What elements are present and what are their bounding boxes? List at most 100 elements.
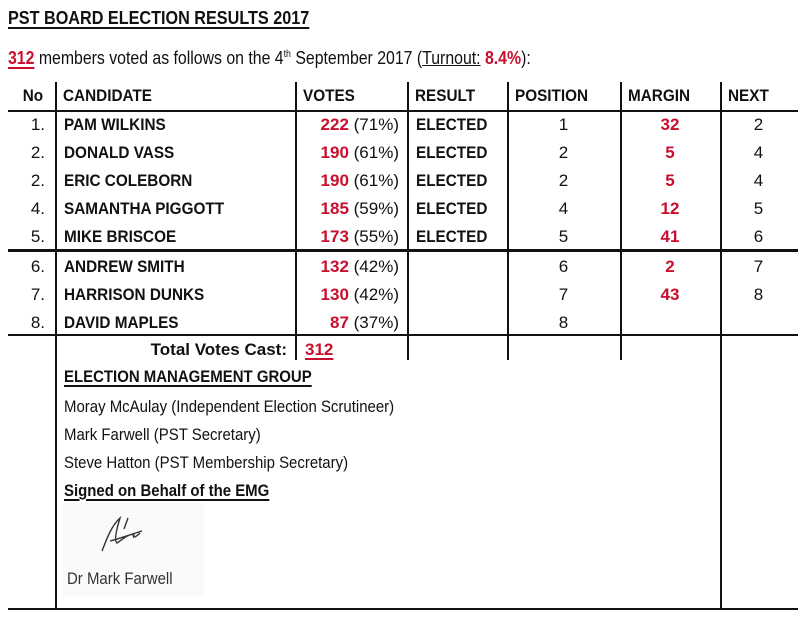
- column-divider: [720, 82, 722, 609]
- position-cell: 8: [558, 313, 569, 332]
- intro-text-date: September 2017 (: [290, 48, 423, 68]
- superscript: th: [283, 49, 291, 60]
- votes-cell: 190 (61%): [295, 171, 399, 191]
- row-number: 1.: [30, 115, 45, 134]
- row-number: 2.: [30, 171, 45, 190]
- votes-cell: 87 (37%): [295, 313, 399, 333]
- result-cell: ELECTED: [416, 143, 488, 162]
- row-divider: [8, 334, 798, 336]
- next-cell: 5: [753, 199, 764, 218]
- votes-percent: (61%): [353, 171, 399, 190]
- votes-count: 190: [320, 143, 349, 162]
- members-count: 312: [8, 48, 35, 68]
- candidate-name: DONALD VASS: [64, 143, 175, 162]
- result-cell: ELECTED: [416, 227, 488, 246]
- votes-count: 173: [320, 227, 349, 246]
- next-cell: 7: [753, 257, 764, 276]
- votes-cell: 190 (61%): [295, 143, 399, 163]
- column-divider: [295, 82, 297, 360]
- position-cell: 2: [558, 143, 569, 162]
- position-cell: 1: [558, 115, 569, 134]
- row-number: 2.: [30, 143, 45, 162]
- votes-percent: (42%): [353, 285, 399, 304]
- votes-cell: 222 (71%): [295, 115, 399, 135]
- position-cell: 6: [558, 257, 569, 276]
- next-cell: 4: [753, 143, 764, 162]
- turnout-label: Turnout:: [422, 48, 481, 68]
- votes-count: 87: [329, 313, 349, 332]
- candidate-name: MIKE BRISCOE: [64, 227, 177, 246]
- emg-heading: ELECTION MANAGEMENT GROUP: [64, 367, 312, 386]
- column-header: MARGIN: [628, 86, 691, 105]
- column-header: RESULT: [415, 86, 476, 105]
- signature-block: Dr Mark Farwell: [62, 503, 204, 596]
- margin-cell: 43: [660, 285, 680, 304]
- votes-cell: 132 (42%): [295, 257, 399, 277]
- candidate-name: SAMANTHA PIGGOTT: [64, 199, 225, 218]
- intro-text-end: ):: [521, 48, 531, 68]
- votes-percent: (59%): [353, 199, 399, 218]
- votes-count: 132: [320, 257, 349, 276]
- turnout-value: 8.4%: [484, 48, 522, 68]
- votes-percent: (61%): [353, 143, 399, 162]
- votes-cell: 130 (42%): [295, 285, 399, 305]
- candidate-name: ERIC COLEBORN: [64, 171, 193, 190]
- candidate-name: PAM WILKINS: [64, 115, 166, 134]
- emg-member: Mark Farwell (PST Secretary): [64, 425, 261, 444]
- total-value: 312: [305, 340, 334, 359]
- signature-image: [101, 515, 143, 552]
- row-divider: [8, 608, 798, 610]
- column-divider: [407, 82, 409, 360]
- position-cell: 4: [558, 199, 569, 218]
- votes-count: 222: [320, 115, 349, 134]
- column-header: CANDIDATE: [63, 86, 152, 105]
- column-divider: [55, 82, 57, 609]
- votes-count: 130: [320, 285, 349, 304]
- margin-cell: 5: [665, 143, 675, 162]
- margin-cell: 12: [660, 199, 680, 218]
- next-cell: 8: [753, 285, 764, 304]
- position-cell: 7: [558, 285, 569, 304]
- emg-member: Moray McAulay (Independent Election Scru…: [64, 397, 395, 416]
- margin-cell: 32: [660, 115, 680, 134]
- candidate-name: DAVID MAPLES: [64, 313, 179, 332]
- column-header: NEXT: [728, 86, 769, 105]
- margin-cell: 41: [660, 227, 680, 246]
- votes-percent: (55%): [353, 227, 399, 246]
- row-number: 8.: [30, 313, 45, 332]
- intro-text: members voted as follows on the 4: [34, 48, 284, 68]
- column-divider: [507, 82, 509, 360]
- row-divider: [8, 110, 798, 112]
- margin-cell: 2: [665, 257, 675, 276]
- position-cell: 5: [558, 227, 569, 246]
- page-title: PST BOARD ELECTION RESULTS 2017: [8, 8, 310, 28]
- margin-cell: 5: [665, 171, 675, 190]
- next-cell: 6: [753, 227, 764, 246]
- result-cell: ELECTED: [416, 171, 488, 190]
- votes-percent: (42%): [353, 257, 399, 276]
- row-number: 4.: [30, 199, 45, 218]
- votes-percent: (37%): [353, 313, 399, 332]
- column-header: No: [22, 86, 44, 105]
- signature-name: Dr Mark Farwell: [67, 569, 173, 588]
- row-number: 6.: [30, 257, 45, 276]
- result-cell: ELECTED: [416, 115, 488, 134]
- column-divider: [620, 82, 622, 360]
- votes-count: 190: [320, 171, 349, 190]
- candidate-name: HARRISON DUNKS: [64, 285, 205, 304]
- candidate-name: ANDREW SMITH: [64, 257, 185, 276]
- row-number: 7.: [30, 285, 45, 304]
- column-header: POSITION: [515, 86, 589, 105]
- votes-cell: 185 (59%): [295, 199, 399, 219]
- votes-percent: (71%): [353, 115, 399, 134]
- next-cell: 4: [753, 171, 764, 190]
- row-divider: [8, 249, 798, 252]
- votes-count: 185: [320, 199, 349, 218]
- votes-cell: 173 (55%): [295, 227, 399, 247]
- intro-line: 312 members voted as follows on the 4th …: [8, 48, 531, 69]
- row-number: 5.: [30, 227, 45, 246]
- position-cell: 2: [558, 171, 569, 190]
- column-header: VOTES: [303, 86, 355, 105]
- total-label: Total Votes Cast:: [150, 340, 287, 359]
